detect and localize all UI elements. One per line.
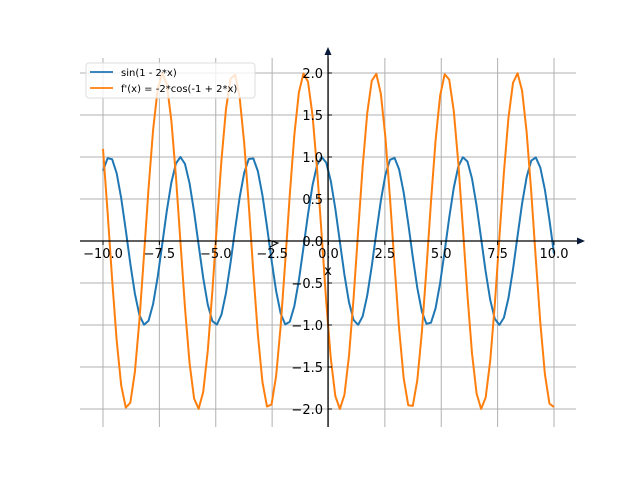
x-tick-label: 0.0 xyxy=(318,247,339,262)
x-tick-label: 7.5 xyxy=(487,247,508,262)
y-tick-label: 2.0 xyxy=(302,67,323,82)
legend-label-sin: sin(1 - 2*x) xyxy=(121,68,177,79)
legend: sin(1 - 2*x) f'(x) = -2*cos(-1 + 2*x) xyxy=(85,62,256,99)
axis-marker-icon xyxy=(267,239,280,248)
x-tick-label: −10.0 xyxy=(83,247,123,262)
y-axis-arrow-icon xyxy=(324,47,332,55)
y-tick-label: 1.5 xyxy=(302,109,323,124)
x-tick-label: −2.5 xyxy=(256,247,288,262)
tick-labels: −10.0 −7.5 −5.0 −2.5 0.0 2.5 5.0 7.5 10.0 −2.0 −1.… xyxy=(83,67,568,418)
y-tick-label: 0.0 xyxy=(302,235,323,250)
y-tick-label: −0.5 xyxy=(291,277,323,292)
y-tick-label: −2.0 xyxy=(291,403,323,418)
x-axis-label: x xyxy=(324,264,332,279)
legend-box xyxy=(85,62,256,99)
x-tick-label: −7.5 xyxy=(144,247,176,262)
x-tick-label: 2.5 xyxy=(375,247,396,262)
x-tick-label: −5.0 xyxy=(200,247,232,262)
y-tick-label: 1.0 xyxy=(302,151,323,166)
x-tick-label: 5.0 xyxy=(431,247,452,262)
legend-label-derivative: f'(x) = -2*cos(-1 + 2*x) xyxy=(121,84,237,95)
y-tick-label: −1.5 xyxy=(291,361,323,376)
x-tick-label: 10.0 xyxy=(540,247,569,262)
y-tick-label: −1.0 xyxy=(291,319,323,334)
y-tick-label: 0.5 xyxy=(302,193,323,208)
x-axis-arrow-icon xyxy=(577,237,585,245)
